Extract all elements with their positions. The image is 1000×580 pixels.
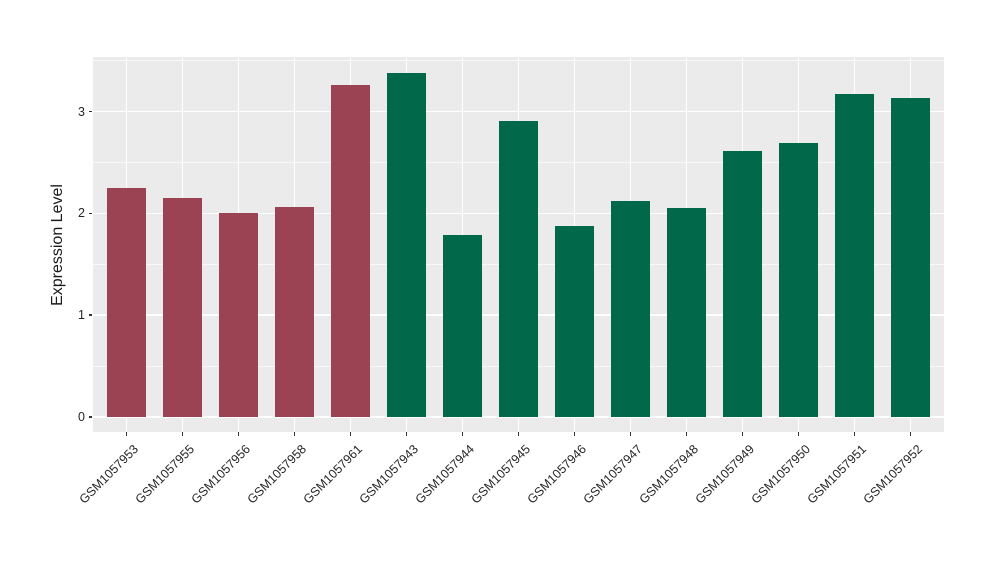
y-major-gridline: [93, 110, 944, 113]
x-tick-label: GSM1057944: [412, 442, 478, 507]
x-tick-label: GSM1057949: [692, 442, 758, 507]
x-tick-mark: [181, 432, 184, 436]
x-tick-label: GSM1057947: [580, 442, 646, 507]
x-tick-mark: [629, 432, 632, 436]
y-tick-mark: [88, 212, 92, 215]
y-tick-mark: [88, 110, 92, 113]
x-tick-label: GSM1057950: [748, 442, 814, 507]
x-tick-label: GSM1057948: [636, 442, 702, 507]
x-tick-mark: [237, 432, 240, 436]
x-tick-mark: [461, 432, 464, 436]
x-tick-label: GSM1057955: [133, 442, 198, 507]
bar-GSM1057961: [330, 85, 371, 417]
x-tick-mark: [125, 432, 128, 436]
y-tick-mark: [88, 416, 92, 418]
y-axis-title-text: Expression Level: [49, 183, 66, 306]
bar-GSM1057958: [274, 207, 315, 417]
bar-GSM1057951: [834, 94, 874, 417]
x-tick-label: GSM1057951: [804, 442, 870, 507]
bar-GSM1057945: [498, 120, 539, 417]
x-tick-label: GSM1057956: [189, 442, 254, 507]
x-tick-mark: [293, 432, 296, 436]
bar-GSM1057955: [162, 198, 203, 417]
bar-GSM1057947: [610, 201, 651, 417]
x-tick-mark: [517, 432, 520, 436]
y-tick-label: 3: [78, 104, 85, 119]
bar-GSM1057944: [442, 234, 483, 417]
y-minor-gridline: [93, 60, 944, 62]
bar-GSM1057950: [778, 143, 819, 417]
bar-GSM1057949: [722, 151, 763, 417]
x-tick-mark: [685, 432, 688, 436]
x-tick-mark: [349, 432, 352, 436]
x-tick-label: GSM1057946: [524, 442, 590, 507]
y-tick-label: 0: [78, 410, 85, 424]
x-tick-mark: [741, 432, 744, 436]
y-major-gridline: [93, 416, 944, 418]
x-tick-mark: [573, 432, 576, 436]
bar-GSM1057953: [106, 187, 147, 417]
x-tick-label: GSM1057943: [356, 442, 422, 507]
bar-GSM1057956: [218, 213, 259, 417]
bar-GSM1057948: [666, 208, 707, 417]
x-tick-label: GSM1057961: [301, 442, 366, 507]
x-tick-mark: [405, 432, 408, 436]
bar-GSM1057952: [890, 98, 930, 417]
x-tick-mark: [797, 432, 800, 436]
x-tick-label: GSM1057952: [860, 442, 926, 507]
x-tick-mark: [853, 432, 856, 436]
y-tick-mark: [88, 314, 92, 316]
bar-GSM1057943: [386, 72, 427, 417]
x-tick-label: GSM1057945: [468, 442, 534, 507]
x-tick-mark: [909, 432, 912, 436]
bar-GSM1057946: [554, 225, 595, 417]
y-tick-label: 1: [78, 308, 85, 323]
x-tick-label: GSM1057953: [77, 442, 142, 507]
y-tick-label: 2: [78, 206, 85, 221]
plot-panel: [93, 57, 944, 432]
x-tick-label: GSM1057958: [245, 442, 310, 507]
